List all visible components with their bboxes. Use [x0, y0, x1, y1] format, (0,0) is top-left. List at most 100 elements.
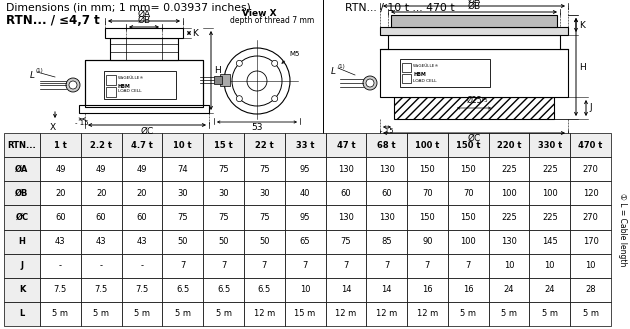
- Circle shape: [69, 81, 77, 89]
- Bar: [203, 230, 244, 254]
- Bar: [163, 278, 203, 302]
- Bar: [285, 157, 326, 181]
- Bar: [489, 205, 529, 230]
- Bar: [570, 181, 611, 205]
- Bar: [326, 205, 366, 230]
- Text: 14: 14: [381, 285, 392, 294]
- Bar: [570, 205, 611, 230]
- Text: 30: 30: [259, 189, 270, 198]
- Text: ØC: ØC: [16, 213, 28, 222]
- Bar: [122, 133, 163, 157]
- Bar: [81, 278, 122, 302]
- Circle shape: [236, 60, 243, 66]
- Bar: [407, 254, 448, 278]
- Bar: [407, 157, 448, 181]
- Circle shape: [272, 96, 278, 102]
- Bar: [203, 133, 244, 157]
- Text: 75: 75: [341, 237, 351, 246]
- Text: J: J: [21, 261, 23, 270]
- Text: 15 m: 15 m: [294, 310, 316, 318]
- Bar: [4, 157, 40, 181]
- Text: 100: 100: [501, 189, 517, 198]
- Text: 16: 16: [422, 285, 433, 294]
- Text: 43: 43: [96, 237, 106, 246]
- Bar: [570, 133, 611, 157]
- Text: 4.7 t: 4.7 t: [131, 140, 153, 150]
- Bar: [105, 28, 183, 38]
- Bar: [448, 302, 489, 326]
- Text: ØB: ØB: [15, 189, 29, 198]
- Bar: [366, 302, 407, 326]
- Text: 14: 14: [341, 285, 351, 294]
- Bar: [4, 302, 40, 326]
- Text: 28: 28: [585, 285, 596, 294]
- Bar: [366, 205, 407, 230]
- Bar: [122, 302, 163, 326]
- Bar: [106, 87, 116, 97]
- Text: 130: 130: [379, 213, 394, 222]
- Text: 95: 95: [300, 165, 311, 174]
- Bar: [402, 63, 411, 72]
- Bar: [244, 181, 285, 205]
- Bar: [163, 157, 203, 181]
- Bar: [40, 254, 81, 278]
- Bar: [529, 254, 570, 278]
- Bar: [40, 230, 81, 254]
- Text: 43: 43: [55, 237, 66, 246]
- Bar: [570, 230, 611, 254]
- Bar: [402, 74, 411, 83]
- Text: H: H: [214, 66, 220, 75]
- Text: 10: 10: [504, 261, 514, 270]
- Text: 24: 24: [544, 285, 555, 294]
- Bar: [163, 205, 203, 230]
- Text: 12 m: 12 m: [376, 310, 398, 318]
- Bar: [285, 181, 326, 205]
- Bar: [366, 133, 407, 157]
- Bar: [214, 76, 222, 84]
- Text: 130: 130: [338, 213, 354, 222]
- Text: 5 m: 5 m: [175, 310, 191, 318]
- Bar: [326, 181, 366, 205]
- Text: 20: 20: [137, 189, 147, 198]
- Bar: [85, 60, 203, 107]
- Bar: [85, 60, 203, 107]
- Circle shape: [224, 48, 290, 114]
- Text: (1): (1): [36, 68, 43, 73]
- Bar: [326, 230, 366, 254]
- Circle shape: [236, 96, 243, 102]
- Bar: [81, 302, 122, 326]
- Text: 120: 120: [583, 189, 598, 198]
- Text: 7: 7: [466, 261, 471, 270]
- Bar: [570, 302, 611, 326]
- Bar: [448, 133, 489, 157]
- Text: 10 t: 10 t: [173, 140, 192, 150]
- Bar: [163, 230, 203, 254]
- Text: 270: 270: [583, 165, 598, 174]
- Bar: [407, 302, 448, 326]
- Text: 225: 225: [542, 165, 558, 174]
- Text: View X: View X: [242, 9, 277, 18]
- Text: 10: 10: [544, 261, 555, 270]
- Text: 7: 7: [384, 261, 389, 270]
- Bar: [489, 278, 529, 302]
- Text: RTN...: RTN...: [8, 140, 37, 150]
- Bar: [407, 181, 448, 205]
- Text: H: H: [579, 63, 586, 71]
- Text: 53: 53: [251, 123, 263, 132]
- Text: 16: 16: [463, 285, 474, 294]
- Text: 75: 75: [218, 213, 229, 222]
- Text: 7: 7: [343, 261, 348, 270]
- Text: 100 t: 100 t: [415, 140, 440, 150]
- Text: -: -: [140, 261, 144, 270]
- Text: M5: M5: [282, 51, 299, 63]
- Bar: [122, 230, 163, 254]
- Text: 225: 225: [501, 165, 517, 174]
- Text: 7: 7: [180, 261, 185, 270]
- Text: 40: 40: [300, 189, 311, 198]
- Bar: [366, 254, 407, 278]
- Text: 5 m: 5 m: [215, 310, 232, 318]
- Bar: [391, 15, 557, 27]
- Text: X: X: [50, 123, 56, 132]
- Bar: [203, 278, 244, 302]
- Text: 5 m: 5 m: [542, 310, 558, 318]
